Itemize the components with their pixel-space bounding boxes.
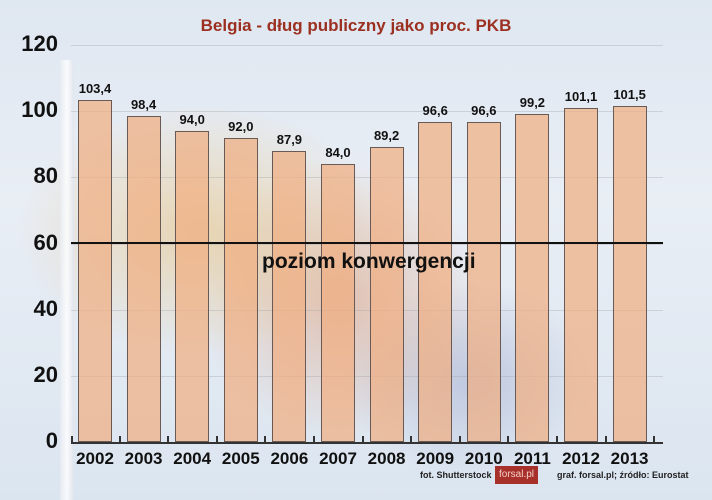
x-tick (653, 436, 656, 444)
x-tick-label: 2013 (610, 449, 649, 468)
value-label: 94,0 (179, 112, 205, 128)
y-tick-label: 60 (33, 229, 58, 255)
value-label: 103,4 (78, 80, 112, 96)
gridline (71, 243, 663, 245)
bar (223, 137, 258, 442)
value-label: 96,6 (471, 103, 497, 119)
gridline (71, 45, 663, 46)
x-tick (604, 436, 607, 444)
x-tick (118, 436, 121, 444)
x-tick (167, 436, 170, 444)
source-credit: graf. forsal.pl; źródło: Eurostat (557, 470, 689, 480)
y-tick-label: 100 (21, 97, 58, 123)
x-tick (313, 436, 315, 444)
bar (515, 113, 550, 442)
value-label: 84,0 (325, 145, 351, 161)
value-label: 101,5 (613, 87, 646, 103)
value-label: 99,2 (519, 94, 546, 110)
bar (466, 122, 501, 442)
x-tick-label: 2007 (319, 449, 357, 468)
x-tick (410, 436, 413, 444)
x-tick-label: 2011 (513, 449, 551, 468)
x-tick-label: 2009 (416, 449, 455, 468)
x-tick (361, 436, 364, 444)
photo-credit: fot. Shutterstock (420, 470, 492, 480)
value-label: 89,2 (373, 127, 400, 143)
gridline (71, 111, 663, 113)
x-tick (458, 436, 461, 444)
bar (564, 107, 598, 442)
bar (418, 122, 453, 442)
bar (272, 151, 307, 442)
value-label: 96,6 (422, 103, 448, 119)
value-label: 101,1 (564, 88, 598, 104)
bar (78, 99, 112, 442)
x-tick-label: 2012 (562, 449, 600, 468)
bar (175, 131, 210, 442)
forsal-logo: forsal.pl (495, 466, 538, 484)
chart-title: Belgia - dług publiczny jako proc. PKB (200, 16, 512, 35)
x-tick (215, 436, 218, 444)
x-tick-label: 2008 (367, 449, 406, 468)
bar (321, 164, 355, 442)
y-tick-label: 0 (45, 428, 58, 453)
value-label: 92,0 (228, 118, 254, 134)
y-tick-label: 80 (33, 163, 58, 189)
y-tick-label: 120 (21, 31, 58, 56)
x-tick (507, 436, 510, 444)
gridline (71, 375, 663, 377)
gridline (71, 309, 663, 311)
x-axis (71, 442, 663, 444)
value-label: 98,4 (130, 97, 157, 113)
flagpole (60, 60, 74, 500)
bar (612, 106, 647, 442)
bar (126, 116, 161, 442)
x-tick (264, 436, 267, 444)
convergence-line (71, 242, 663, 244)
y-tick-label: 40 (33, 295, 58, 321)
x-tick-label: 2006 (270, 449, 309, 468)
x-tick-label: 2010 (464, 449, 503, 468)
x-tick-label: 2004 (173, 449, 212, 468)
x-tick-label: 2005 (221, 449, 260, 468)
value-label: 87,9 (276, 132, 303, 148)
x-tick-label: 2003 (124, 449, 163, 468)
bar (369, 146, 404, 442)
convergence-label: poziom konwergencji (262, 250, 476, 273)
x-tick (71, 436, 73, 444)
x-tick (556, 436, 558, 444)
y-tick-label: 20 (33, 361, 58, 387)
x-tick-label: 2002 (76, 449, 114, 468)
gridline (71, 177, 663, 179)
